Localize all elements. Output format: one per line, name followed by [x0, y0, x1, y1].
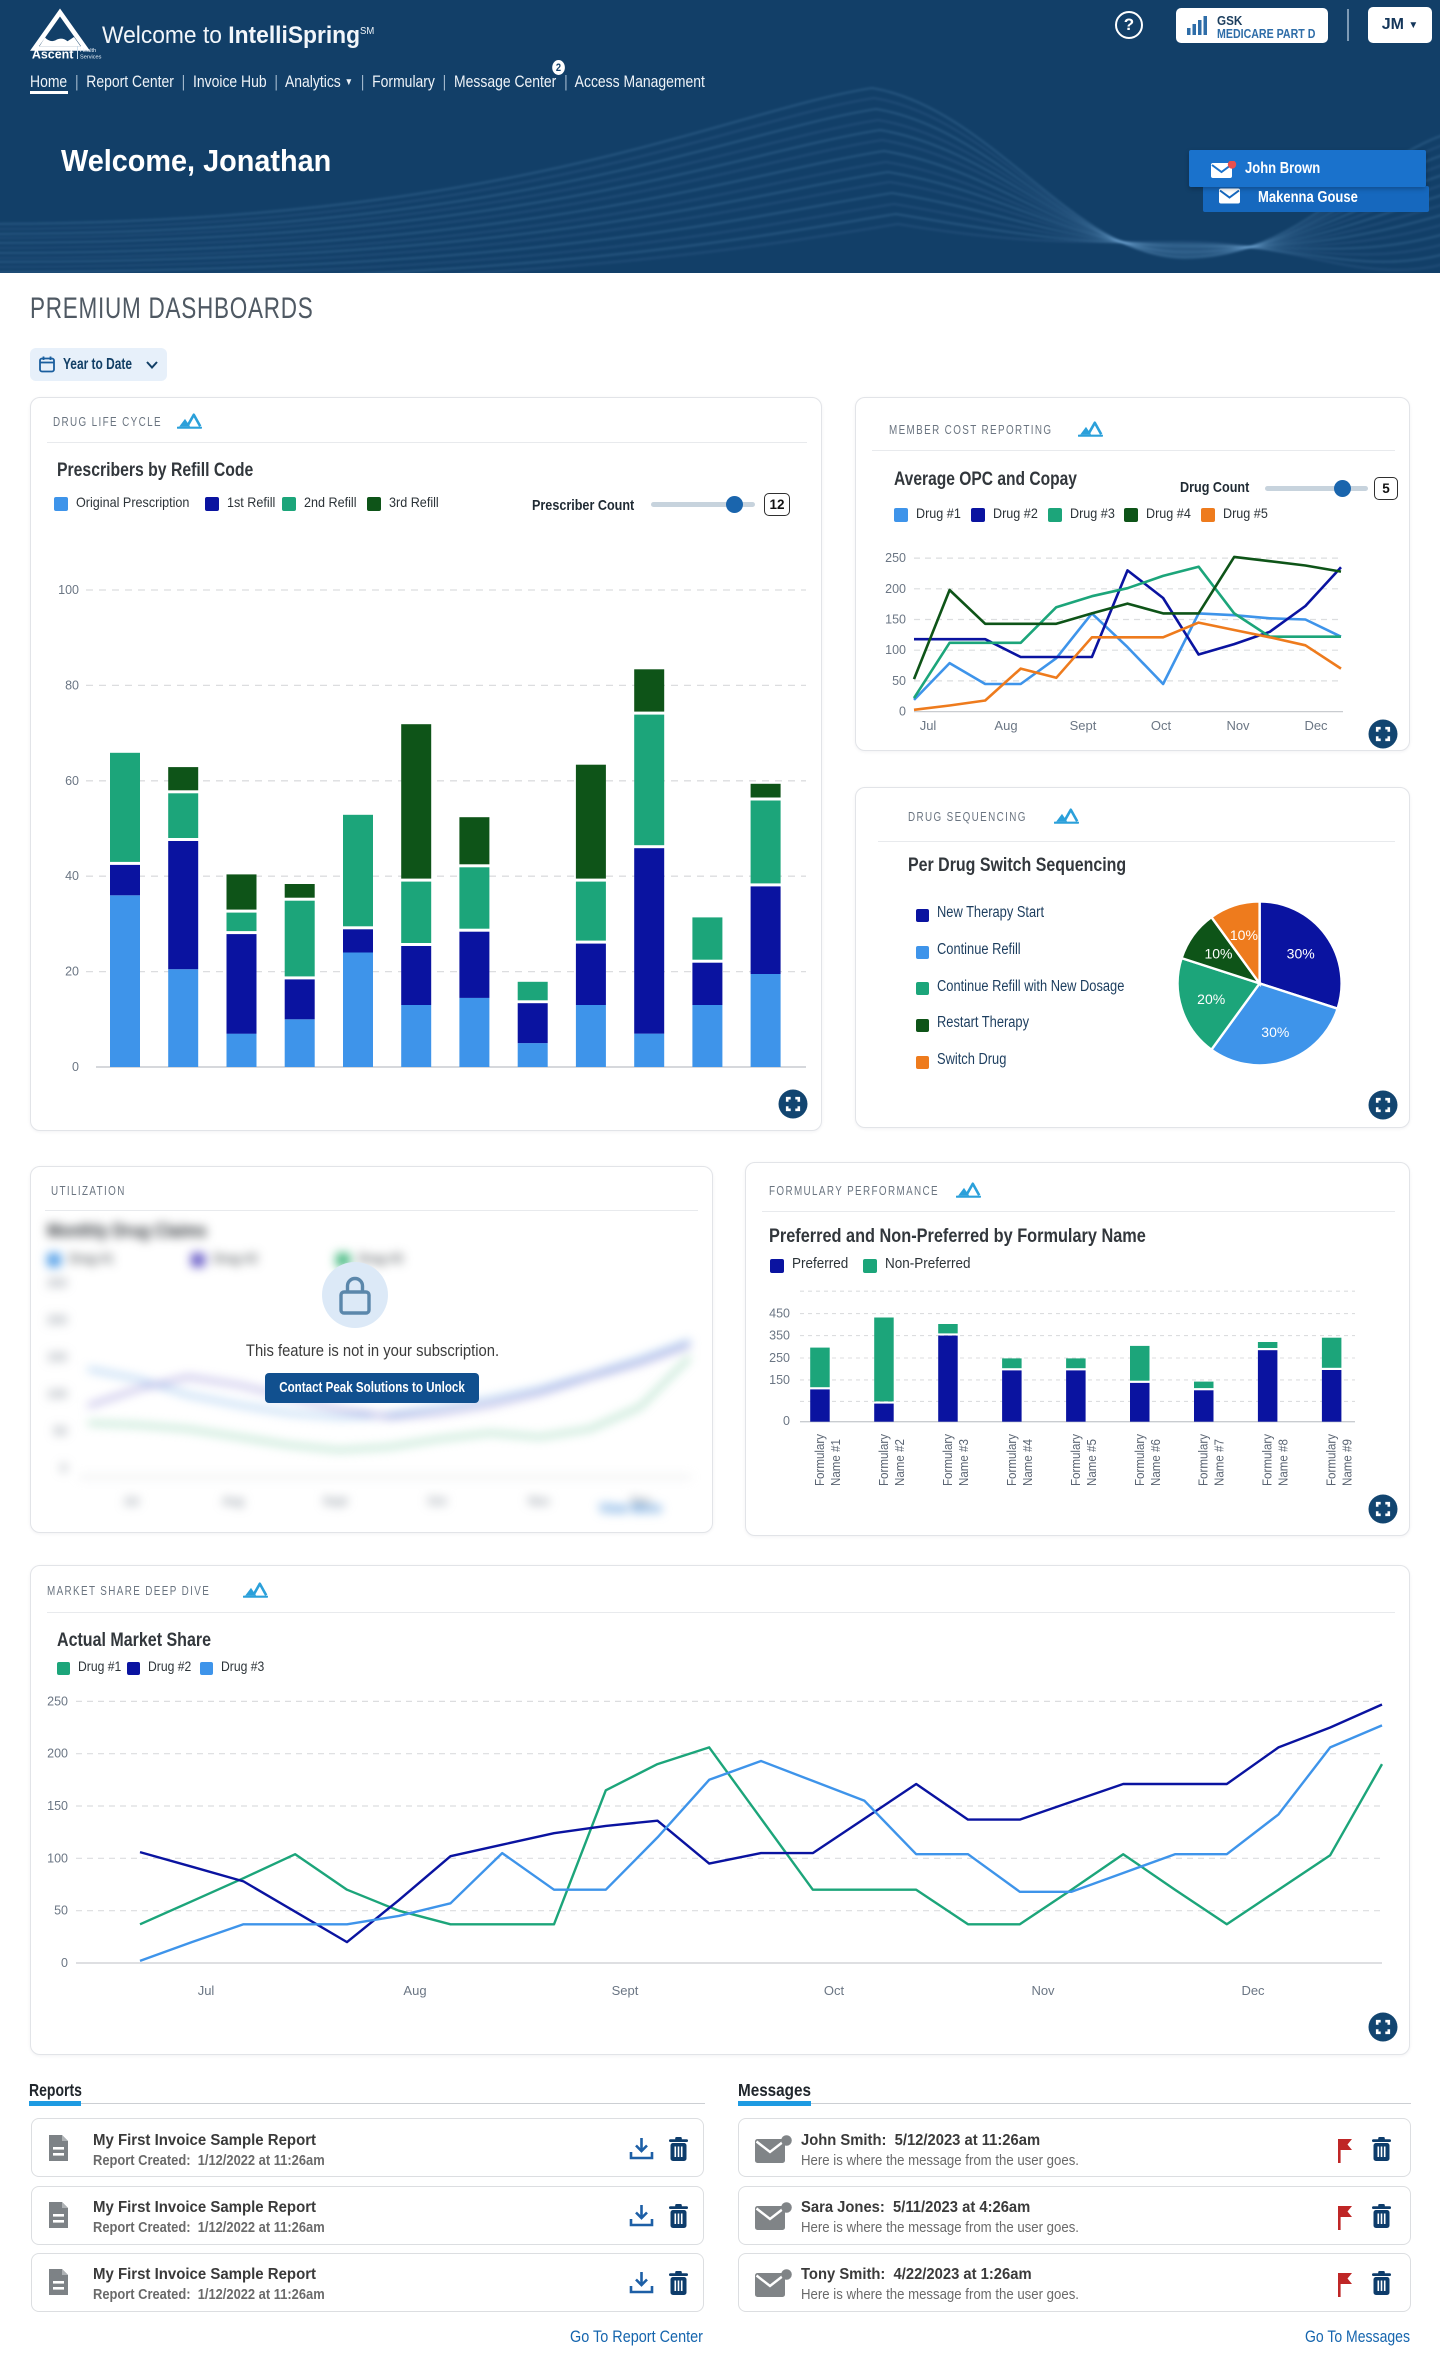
svg-text:0: 0: [61, 1956, 68, 1970]
svg-text:250: 250: [885, 551, 906, 565]
svg-text:FormularyName #2: FormularyName #2: [876, 1433, 907, 1486]
svg-text:450: 450: [769, 1307, 790, 1321]
svg-text:Jul: Jul: [123, 1494, 138, 1508]
svg-text:Dec: Dec: [1304, 718, 1328, 733]
svg-text:150: 150: [769, 1373, 790, 1387]
svg-text:0: 0: [60, 1461, 67, 1475]
svg-text:FormularyName #6: FormularyName #6: [1132, 1433, 1163, 1486]
svg-text:250: 250: [47, 1694, 68, 1708]
svg-text:150: 150: [47, 1799, 68, 1813]
svg-text:Aug: Aug: [403, 1983, 426, 1998]
svg-text:Dec: Dec: [1241, 1983, 1265, 1998]
svg-text:Nov: Nov: [1031, 1983, 1055, 1998]
svg-text:30%: 30%: [1287, 946, 1315, 962]
svg-text:0: 0: [899, 705, 906, 719]
svg-text:Jul: Jul: [920, 718, 937, 733]
svg-text:350: 350: [769, 1329, 790, 1343]
svg-text:Dec: Dec: [630, 1494, 651, 1508]
svg-text:100: 100: [47, 1851, 68, 1865]
svg-text:FormularyName #5: FormularyName #5: [1068, 1433, 1099, 1486]
svg-text:Aug: Aug: [222, 1494, 243, 1508]
svg-text:Aug: Aug: [994, 718, 1017, 733]
svg-text:Ascent: Ascent: [32, 46, 74, 60]
svg-text:Nov: Nov: [528, 1494, 549, 1508]
svg-text:250: 250: [47, 1277, 67, 1290]
svg-text:0: 0: [783, 1414, 790, 1428]
svg-text:100: 100: [885, 643, 906, 657]
svg-text:Oct: Oct: [1151, 718, 1172, 733]
svg-text:50: 50: [54, 1424, 68, 1438]
svg-text:200: 200: [47, 1313, 67, 1327]
svg-text:Sept: Sept: [612, 1983, 639, 1998]
svg-text:FormularyName #1: FormularyName #1: [812, 1433, 843, 1486]
svg-text:250: 250: [769, 1351, 790, 1365]
svg-text:Sept: Sept: [1070, 718, 1097, 733]
svg-text:100: 100: [58, 583, 79, 597]
svg-text:FormularyName #4: FormularyName #4: [1004, 1433, 1035, 1486]
svg-text:200: 200: [47, 1747, 68, 1761]
svg-text:FormularyName #9: FormularyName #9: [1324, 1433, 1355, 1486]
svg-text:FormularyName #8: FormularyName #8: [1260, 1433, 1291, 1486]
svg-text:10%: 10%: [1230, 927, 1258, 943]
svg-text:FormularyName #7: FormularyName #7: [1196, 1433, 1227, 1486]
svg-text:200: 200: [885, 582, 906, 596]
svg-text:20%: 20%: [1197, 991, 1225, 1007]
svg-text:FormularyName #3: FormularyName #3: [940, 1433, 971, 1486]
svg-text:20: 20: [65, 965, 79, 979]
svg-text:0: 0: [72, 1060, 79, 1074]
svg-text:Health: Health: [80, 48, 96, 54]
svg-text:40: 40: [65, 869, 79, 883]
svg-text:80: 80: [65, 678, 79, 692]
svg-text:Services: Services: [80, 55, 102, 61]
svg-text:150: 150: [47, 1350, 67, 1364]
svg-text:50: 50: [892, 674, 906, 688]
svg-text:150: 150: [885, 613, 906, 627]
svg-text:50: 50: [54, 1904, 68, 1918]
svg-text:Nov: Nov: [1226, 718, 1250, 733]
svg-text:100: 100: [47, 1387, 67, 1401]
svg-text:Sept: Sept: [323, 1494, 348, 1508]
svg-text:Oct: Oct: [824, 1983, 845, 1998]
svg-text:Jul: Jul: [198, 1983, 215, 1998]
svg-text:30%: 30%: [1261, 1024, 1289, 1040]
svg-text:60: 60: [65, 774, 79, 788]
svg-text:10%: 10%: [1204, 946, 1232, 962]
svg-text:Oct: Oct: [428, 1494, 447, 1508]
